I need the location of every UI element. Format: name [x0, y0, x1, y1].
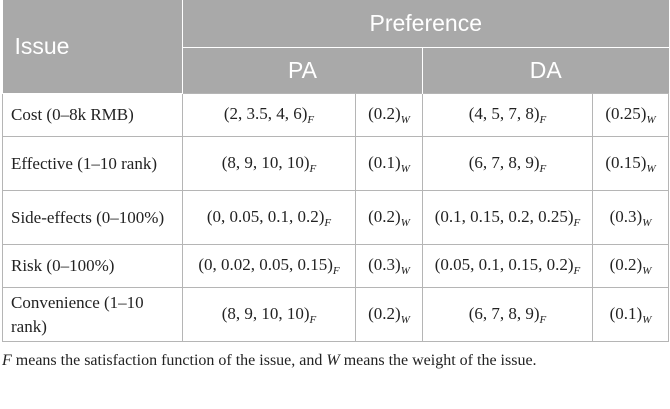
table-row: Cost (0–8k RMB) (2, 3.5, 4, 6)F (0.2)W (4, …: [2, 93, 670, 137]
subscript-f: F: [539, 162, 547, 175]
footnote-f-symbol: F: [2, 352, 12, 369]
da-function-cell-value: (6, 7, 8, 9): [468, 303, 540, 323]
subscript-f: F: [573, 265, 581, 277]
da-weight-cell: (0.1)W: [591, 287, 670, 342]
preference-table: Issue Preference PA DA Cost (0–8k RMB) (2…: [2, 0, 670, 342]
table-row: Side-effects (0–100%) (0, 0.05, 0.1, 0.2)…: [2, 190, 670, 245]
pa-function-cell: (8, 9, 10, 10)F: [182, 287, 356, 342]
issue-header: Issue: [2, 0, 183, 94]
pa-function-cell: (0, 0.05, 0.1, 0.2)F: [182, 190, 356, 245]
footnote-text-1: means the satisfaction function of the i…: [11, 352, 327, 369]
pa-weight-cell-value: (0.2): [368, 206, 401, 226]
da-weight-cell: (0.3)W: [591, 190, 670, 245]
da-function-cell-value: (0.05, 0.1, 0.15, 0.2): [434, 255, 574, 274]
subscript-w: W: [642, 216, 652, 229]
subscript-w: W: [646, 114, 656, 126]
subscript-f: F: [332, 265, 340, 277]
da-function-cell-value: (6, 7, 8, 9): [468, 152, 540, 172]
pa-weight-cell-value: (0.3): [368, 255, 401, 274]
da-weight-cell-value: (0.2): [609, 255, 643, 274]
table-figure: Issue Preference PA DA Cost (0–8k RMB) (2…: [2, 0, 670, 370]
preference-header: Preference: [181, 0, 669, 48]
footnote-w-symbol: W: [326, 352, 340, 369]
issue-cell: Side-effects (0–100%): [2, 190, 183, 245]
da-weight-cell: (0.2)W: [591, 244, 670, 288]
pa-function-cell: (8, 9, 10, 10)F: [182, 136, 356, 191]
da-function-cell: (6, 7, 8, 9)F: [422, 287, 593, 342]
subscript-w: W: [642, 313, 652, 326]
da-header: DA: [421, 47, 669, 94]
da-weight-cell-value: (0.1): [609, 303, 643, 323]
pa-weight-cell: (0.3)W: [355, 244, 423, 288]
issue-cell: Convenience (1–10 rank): [2, 287, 183, 342]
pa-function-cell-value: (8, 9, 10, 10): [221, 303, 310, 323]
da-function-cell-value: (4, 5, 7, 8): [468, 104, 540, 123]
footnote-text-2: means the weight of the issue.: [339, 352, 537, 369]
footnote: F means the satisfaction function of the…: [2, 352, 670, 370]
pa-weight-cell: (0.2)W: [355, 287, 423, 342]
da-function-cell: (0.1, 0.15, 0.2, 0.25)F: [422, 190, 593, 245]
da-function-cell: (0.05, 0.1, 0.15, 0.2)F: [422, 244, 593, 288]
subscript-f: F: [539, 114, 547, 126]
subscript-w: W: [400, 114, 410, 126]
subscript-f: F: [309, 162, 317, 175]
da-weight-cell-value: (0.25): [605, 104, 647, 123]
pa-weight-cell: (0.2)W: [355, 93, 423, 137]
da-weight-cell-value: (0.15): [605, 152, 647, 172]
subscript-w: W: [400, 313, 410, 326]
da-function-cell: (4, 5, 7, 8)F: [422, 93, 593, 137]
table-body: Cost (0–8k RMB) (2, 3.5, 4, 6)F (0.2)W (4, …: [2, 93, 670, 342]
pa-function-cell-value: (0, 0.02, 0.05, 0.15): [198, 255, 333, 274]
subscript-w: W: [400, 162, 410, 175]
pa-header: PA: [182, 47, 423, 94]
da-function-cell-value: (0.1, 0.15, 0.2, 0.25): [434, 206, 574, 226]
issue-cell: Cost (0–8k RMB): [2, 93, 183, 137]
subscript-f: F: [539, 313, 547, 326]
da-function-cell: (6, 7, 8, 9)F: [422, 136, 593, 191]
pa-function-cell: (2, 3.5, 4, 6)F: [182, 93, 356, 137]
pa-weight-cell: (0.2)W: [355, 190, 423, 245]
subscript-f: F: [307, 114, 315, 126]
subscript-f: F: [573, 216, 581, 229]
da-weight-cell: (0.25)W: [591, 93, 670, 137]
pa-function-cell-value: (2, 3.5, 4, 6): [223, 104, 308, 123]
issue-cell: Effective (1–10 rank): [2, 136, 183, 191]
pa-function-cell: (0, 0.02, 0.05, 0.15)F: [182, 244, 356, 288]
pa-weight-cell-value: (0.2): [368, 303, 401, 323]
table-row: Effective (1–10 rank) (8, 9, 10, 10)F (0.1…: [2, 136, 670, 191]
da-weight-cell-value: (0.3): [609, 206, 643, 226]
pa-weight-cell-value: (0.1): [368, 152, 401, 172]
subscript-w: W: [400, 216, 410, 229]
table-row: Convenience (1–10 rank) (8, 9, 10, 10)F (0…: [2, 287, 670, 342]
pa-function-cell-value: (0, 0.05, 0.1, 0.2): [206, 206, 325, 226]
subscript-w: W: [646, 162, 656, 175]
issue-cell: Risk (0–100%): [2, 244, 183, 288]
pa-function-cell-value: (8, 9, 10, 10): [221, 152, 310, 172]
table-row: Risk (0–100%) (0, 0.02, 0.05, 0.15)F (0.3)…: [2, 244, 670, 288]
pa-weight-cell: (0.1)W: [355, 136, 423, 191]
subscript-w: W: [400, 265, 410, 277]
pa-weight-cell-value: (0.2): [368, 104, 401, 123]
subscript-f: F: [324, 216, 332, 229]
subscript-f: F: [309, 313, 317, 326]
da-weight-cell: (0.15)W: [591, 136, 670, 191]
subscript-w: W: [642, 265, 652, 277]
